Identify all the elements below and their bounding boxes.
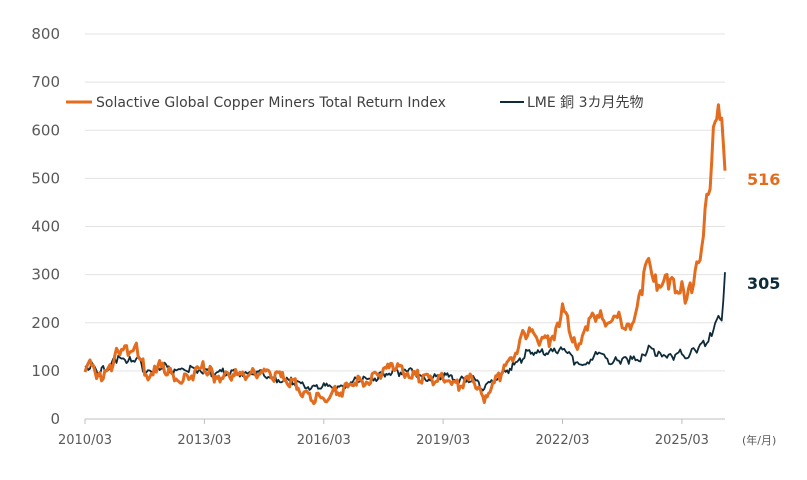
- x-axis-unit-label: (年/月): [742, 433, 776, 447]
- x-axis-tick-labels: 2010/03 2013/03 2016/03 2019/03 2022/03 2025/…: [58, 433, 709, 448]
- y-tick-label: 200: [31, 314, 60, 332]
- gridlines: [84, 33, 725, 424]
- y-axis-tick-labels: 0 100 200 300 400 500 600 700 800: [31, 25, 60, 428]
- end-label-copper-miners: 516: [747, 170, 780, 189]
- x-tick-label: 2022/03: [536, 433, 590, 448]
- end-label-lme-copper: 305: [747, 274, 780, 293]
- end-value-labels: 516 305: [747, 170, 780, 293]
- x-tick-label: 2016/03: [297, 433, 351, 448]
- legend-label-lme-copper: LME 銅 3カ月先物: [527, 95, 644, 111]
- x-tick-label: 2013/03: [177, 433, 231, 448]
- y-tick-label: 0: [50, 410, 60, 428]
- y-tick-label: 700: [31, 73, 60, 91]
- x-tick-label: 2019/03: [416, 433, 470, 448]
- legend: Solactive Global Copper Miners Total Ret…: [66, 95, 644, 111]
- series-lines: [83, 103, 727, 406]
- y-tick-label: 400: [31, 218, 60, 236]
- legend-label-copper-miners: Solactive Global Copper Miners Total Ret…: [96, 95, 446, 111]
- series-line-copper-miners: [83, 103, 727, 406]
- series-line-lme-copper: [84, 272, 726, 392]
- y-tick-label: 100: [31, 362, 60, 380]
- x-tick-label: 2025/03: [655, 433, 709, 448]
- x-tick-label: 2010/03: [58, 433, 112, 448]
- y-tick-label: 600: [31, 121, 60, 139]
- y-tick-label: 300: [31, 266, 60, 284]
- y-tick-label: 800: [31, 25, 60, 43]
- y-tick-label: 500: [31, 169, 60, 187]
